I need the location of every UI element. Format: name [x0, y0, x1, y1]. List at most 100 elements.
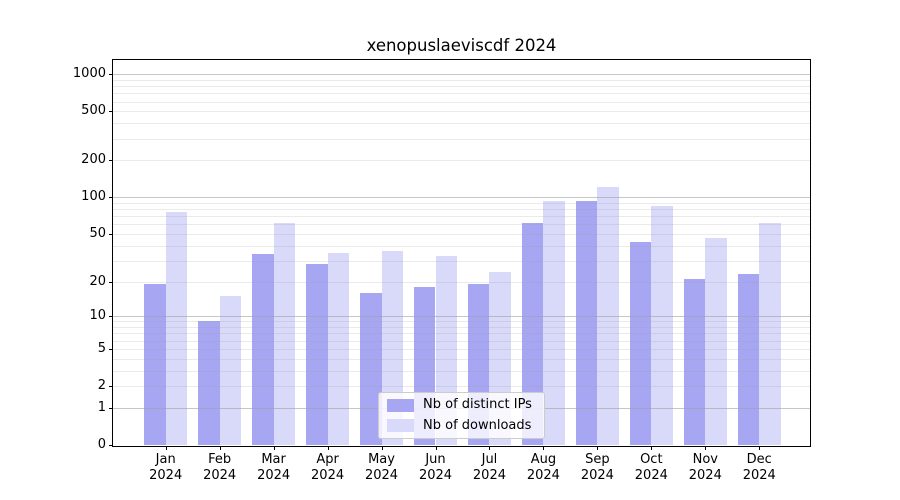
gridline-minor: [113, 209, 810, 211]
legend-item-downloads: Nb of downloads: [387, 417, 536, 436]
y-tick-label: 10: [89, 308, 106, 324]
y-tick-mark: [109, 111, 113, 113]
gridline-minor: [113, 358, 810, 360]
gridline-major: [113, 316, 810, 318]
y-tick-mark: [109, 233, 113, 235]
gridline-minor: [113, 370, 810, 372]
gridline-minor: [113, 93, 810, 95]
bar-downloads: [651, 205, 673, 445]
x-tick-label: May 2024: [364, 452, 399, 483]
y-tick-mark: [109, 74, 113, 76]
gridline-minor: [113, 111, 810, 113]
x-tick-mark: [273, 446, 275, 450]
gridline-minor: [113, 245, 810, 247]
bar-distinct-ips: [683, 279, 706, 445]
gridline-minor: [113, 202, 810, 204]
x-tick-label: Sep 2024: [580, 452, 614, 483]
x-tick-label: Aug 2024: [526, 452, 560, 483]
legend-label-distinct-ips: Nb of distinct IPs: [423, 397, 532, 413]
gridline-major: [113, 74, 810, 76]
y-tick-label: 100: [81, 189, 106, 205]
chart-title: xenopuslaeviscdf 2024: [366, 36, 557, 55]
x-tick-mark: [381, 446, 383, 450]
gridline-minor: [113, 348, 810, 350]
bar-downloads: [273, 222, 296, 445]
y-tick-label: 5: [97, 340, 106, 356]
x-tick-mark: [489, 446, 491, 450]
y-tick-mark: [109, 407, 113, 409]
bar-downloads: [759, 223, 781, 445]
x-tick-mark: [543, 446, 545, 450]
gridline-minor: [113, 101, 810, 103]
x-tick-label: Dec 2024: [742, 452, 776, 483]
bar-downloads: [597, 187, 619, 445]
y-tick-mark: [109, 445, 113, 446]
gridline-minor: [113, 260, 810, 262]
y-tick-label: 0: [97, 437, 106, 452]
x-tick-label: Feb 2024: [203, 452, 237, 483]
gridline-minor: [113, 224, 810, 226]
gridline-minor: [113, 79, 810, 81]
x-tick-mark: [165, 446, 167, 450]
bar-downloads: [219, 296, 242, 445]
gridline-minor: [113, 216, 810, 218]
x-tick-mark: [651, 446, 653, 450]
bar-distinct-ips: [629, 241, 652, 445]
y-tick-mark: [109, 348, 113, 350]
bar-downloads: [165, 211, 188, 445]
x-tick-label: Jan 2024: [149, 452, 183, 483]
x-tick-label: Jul 2024: [472, 452, 506, 483]
bar-distinct-ips: [305, 264, 328, 445]
y-tick-label: 50: [89, 225, 106, 241]
legend-item-distinct-ips: Nb of distinct IPs: [387, 396, 536, 415]
x-tick-label: Nov 2024: [688, 452, 722, 483]
bar-distinct-ips: [575, 201, 598, 445]
y-tick-mark: [109, 316, 113, 318]
y-tick-mark: [109, 160, 113, 162]
y-tick-mark: [109, 386, 113, 388]
x-tick-mark: [705, 446, 707, 450]
x-tick-mark: [759, 446, 761, 450]
gridline-minor: [113, 123, 810, 125]
x-tick-mark: [219, 446, 221, 450]
gridline-minor: [113, 160, 810, 162]
x-tick-mark: [597, 446, 599, 450]
gridline-major: [113, 197, 810, 199]
bar-downloads: [543, 201, 565, 445]
legend-swatch-distinct-ips: [387, 398, 414, 412]
x-tick-mark: [435, 446, 437, 450]
bar-downloads: [327, 252, 350, 445]
y-tick-mark: [109, 197, 113, 199]
gridline-minor: [113, 327, 810, 329]
gridline-minor: [113, 386, 810, 388]
bar-distinct-ips: [144, 284, 166, 445]
x-tick-label: Jun 2024: [418, 452, 453, 483]
y-tick-label: 1000: [72, 66, 106, 82]
legend-label-downloads: Nb of downloads: [423, 417, 532, 433]
y-tick-label: 20: [89, 273, 106, 289]
x-tick-label: Apr 2024: [311, 452, 345, 483]
gridline-minor: [113, 333, 810, 335]
gridline-minor: [113, 86, 810, 88]
y-tick-label: 1: [97, 399, 106, 415]
bar-distinct-ips: [359, 292, 382, 445]
y-tick-label: 500: [81, 103, 106, 119]
y-tick-mark: [109, 281, 113, 283]
bar-distinct-ips: [198, 321, 220, 445]
x-tick-mark: [327, 446, 329, 450]
gridline-minor: [113, 233, 810, 235]
bar-distinct-ips: [252, 254, 274, 445]
gridline-minor: [113, 138, 810, 140]
bar-distinct-ips: [521, 222, 544, 445]
bar-downloads: [705, 238, 727, 445]
gridline-minor: [113, 281, 810, 283]
y-tick-label: 200: [81, 152, 106, 168]
legend-swatch-downloads: [387, 419, 414, 433]
x-tick-label: Mar 2024: [257, 452, 291, 483]
gridline-minor: [113, 340, 810, 342]
bar-distinct-ips: [737, 274, 760, 445]
x-tick-label: Oct 2024: [634, 452, 668, 483]
legend: Nb of distinct IPs Nb of downloads: [378, 392, 545, 439]
y-tick-label: 2: [97, 378, 106, 394]
